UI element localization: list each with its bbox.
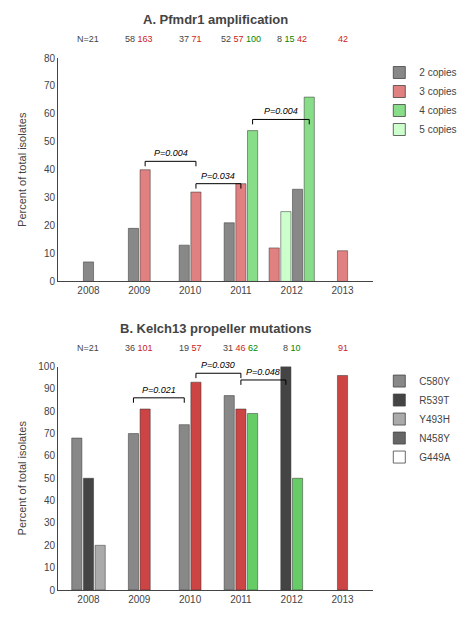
svg-text:P=0.034: P=0.034 [201,171,235,181]
svg-text:20: 20 [44,540,56,551]
svg-text:10: 10 [44,248,56,259]
svg-text:8 10: 8 10 [283,343,301,353]
svg-text:10: 10 [44,562,56,573]
svg-text:R539T: R539T [419,395,449,406]
svg-text:3 copies: 3 copies [419,86,456,97]
svg-text:2012: 2012 [281,285,304,296]
svg-text:P=0.004: P=0.004 [264,106,298,116]
svg-text:30: 30 [44,192,56,203]
svg-text:40: 40 [44,164,56,175]
svg-text:0: 0 [49,276,55,287]
svg-text:42: 42 [338,34,348,44]
svg-text:P=0.048: P=0.048 [246,367,280,377]
svg-text:36 101: 36 101 [125,343,153,353]
svg-text:A. Pfmdr1 amplification: A. Pfmdr1 amplification [143,12,288,27]
svg-text:P=0.030: P=0.030 [201,360,235,370]
svg-text:G449A: G449A [419,452,450,463]
svg-text:2011: 2011 [230,594,252,605]
svg-text:2013: 2013 [331,594,354,605]
svg-text:0: 0 [49,585,55,596]
svg-text:40: 40 [44,495,56,506]
svg-text:100: 100 [38,361,55,372]
svg-text:N=21: N=21 [77,34,99,44]
svg-text:2013: 2013 [331,285,354,296]
svg-text:B. Kelch13 propeller mutations: B. Kelch13 propeller mutations [120,321,311,336]
svg-text:P=0.004: P=0.004 [154,148,188,158]
svg-text:60: 60 [44,108,56,119]
svg-text:Percent of total isolates: Percent of total isolates [16,112,28,227]
svg-text:5 copies: 5 copies [419,124,456,135]
svg-text:2011: 2011 [230,285,252,296]
svg-text:C580Y: C580Y [419,376,450,387]
svg-text:8 15 42: 8 15 42 [277,34,307,44]
svg-text:52 57 100: 52 57 100 [221,34,261,44]
svg-text:31 46 62: 31 46 62 [223,343,258,353]
svg-text:50: 50 [44,136,56,147]
svg-text:60: 60 [44,450,56,461]
svg-text:80: 80 [44,53,56,64]
svg-text:2009: 2009 [128,594,151,605]
svg-text:91: 91 [338,343,348,353]
svg-text:2012: 2012 [281,594,304,605]
svg-text:2 copies: 2 copies [419,67,456,78]
svg-text:70: 70 [44,80,56,91]
svg-text:N458Y: N458Y [419,433,450,444]
svg-text:Y493H: Y493H [419,414,450,425]
svg-text:N=21: N=21 [77,343,99,353]
svg-text:70: 70 [44,428,56,439]
svg-text:Percent of total isolates: Percent of total isolates [16,421,28,536]
svg-text:2008: 2008 [77,285,100,296]
svg-text:58 163: 58 163 [125,34,153,44]
svg-text:80: 80 [44,406,56,417]
svg-text:2009: 2009 [128,285,151,296]
svg-text:2010: 2010 [179,285,202,296]
svg-text:P=0.021: P=0.021 [142,385,176,395]
svg-text:20: 20 [44,220,56,231]
svg-text:19 57: 19 57 [179,343,202,353]
svg-text:37 71: 37 71 [179,34,202,44]
svg-text:50: 50 [44,473,56,484]
svg-text:90: 90 [44,383,56,394]
svg-text:2010: 2010 [179,594,202,605]
svg-text:2008: 2008 [77,594,100,605]
svg-text:30: 30 [44,517,56,528]
svg-text:4 copies: 4 copies [419,105,456,116]
